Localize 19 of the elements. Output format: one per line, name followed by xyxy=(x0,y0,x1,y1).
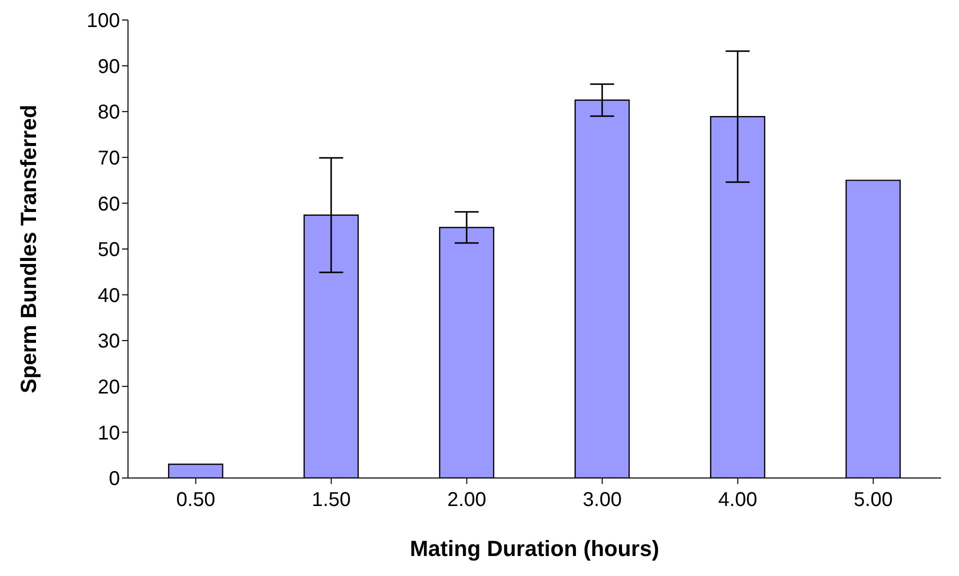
y-tick-label: 20 xyxy=(98,376,120,398)
y-tick-label: 30 xyxy=(98,330,120,353)
y-tick-label: 70 xyxy=(98,148,120,170)
x-tick-label: 2.00 xyxy=(447,489,486,512)
y-tick-label: 80 xyxy=(98,102,120,124)
y-tick-label: 10 xyxy=(98,422,120,444)
y-tick-label: 100 xyxy=(86,10,120,32)
y-tick-label: 40 xyxy=(98,284,120,307)
x-tick-label: 3.00 xyxy=(582,489,622,512)
x-tick-label: 0.50 xyxy=(176,489,216,512)
y-tick-label: 0 xyxy=(108,468,120,490)
y-axis-title: Sperm Bundles Transferred xyxy=(16,104,41,394)
x-tick-label: 5.00 xyxy=(854,489,893,512)
y-tick-label: 90 xyxy=(98,56,120,78)
x-tick-label: 4.00 xyxy=(718,489,758,512)
x-axis-title: Mating Duration (hours) xyxy=(410,536,660,561)
x-tick-label: 1.50 xyxy=(312,489,351,512)
y-tick-label: 50 xyxy=(98,239,120,262)
y-tick-label: 60 xyxy=(98,193,120,216)
